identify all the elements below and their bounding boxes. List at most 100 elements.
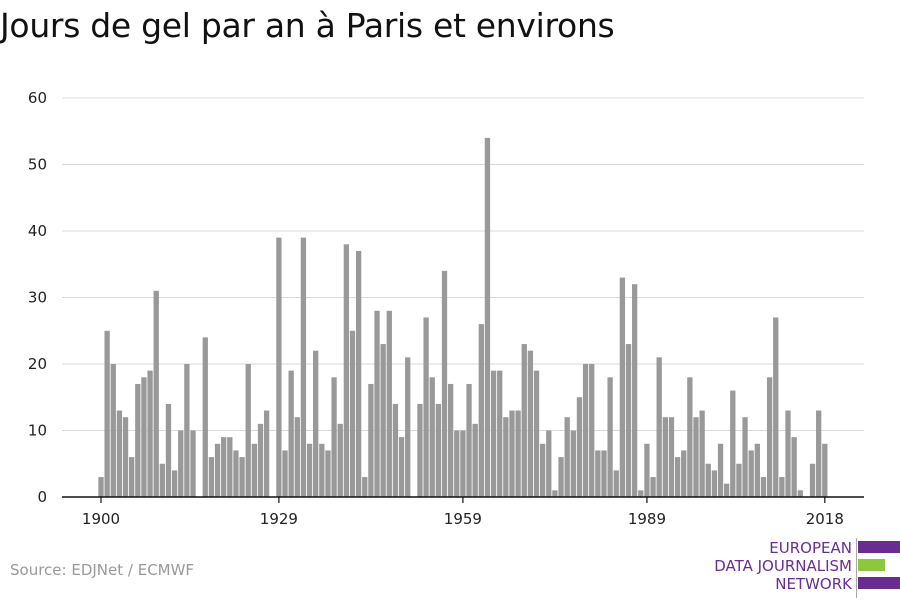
- bar-1942: [355, 250, 362, 497]
- bar-1945: [374, 310, 380, 497]
- logo-bar-purple-bottom: [858, 577, 900, 589]
- x-tick-label-1900: 1900: [82, 510, 120, 528]
- bar-1986: [625, 344, 632, 497]
- bar-1983: [607, 377, 613, 497]
- bar-1992: [662, 417, 668, 497]
- bar-1927: [263, 410, 270, 497]
- bar-2001: [717, 443, 724, 497]
- bar-1989: [644, 443, 650, 497]
- bar-1917: [202, 337, 208, 497]
- bar-1959: [460, 430, 466, 497]
- bar-1953: [423, 317, 429, 497]
- bar-1934: [306, 443, 313, 497]
- bar-1908: [147, 370, 153, 497]
- y-tick-label-60: 60: [28, 89, 47, 107]
- bar-1948: [392, 403, 399, 497]
- x-axis-ticks: 1900 1929 1959 1989 2018: [82, 497, 844, 528]
- bar-1991: [656, 357, 662, 497]
- bar-1957: [447, 383, 454, 497]
- bar-1968: [515, 410, 521, 497]
- bar-1911: [165, 403, 172, 497]
- bar-1988: [638, 490, 644, 497]
- bar-1901: [104, 330, 110, 497]
- bar-1981: [595, 450, 601, 497]
- bar-1940: [343, 244, 350, 497]
- bar-1906: [135, 383, 141, 497]
- bar-1970: [527, 350, 534, 497]
- bar-1999: [705, 463, 711, 497]
- bar-1961: [472, 423, 478, 497]
- bar-2012: [785, 410, 791, 497]
- bar-1996: [687, 377, 693, 497]
- bar-1919: [214, 443, 221, 497]
- bar-1929: [276, 237, 282, 497]
- logo-bar-green: [858, 559, 885, 571]
- bar-1972: [540, 443, 546, 497]
- bar-1922: [233, 450, 239, 497]
- bar-1985: [619, 277, 626, 497]
- bar-1935: [313, 350, 319, 497]
- y-tick-label-50: 50: [28, 156, 47, 174]
- bar-1902: [110, 364, 116, 497]
- logo-text-line-3: NETWORK: [775, 575, 852, 593]
- bar-2005: [742, 417, 748, 497]
- bar-1932: [294, 417, 300, 497]
- bar-1962: [478, 324, 484, 497]
- bar-2008: [760, 477, 767, 497]
- bar-1905: [129, 457, 135, 497]
- bar-1973: [546, 430, 552, 497]
- bar-1974: [552, 490, 558, 497]
- bar-1946: [380, 344, 386, 497]
- bar-1978: [576, 397, 583, 497]
- bar-1952: [417, 403, 423, 497]
- y-tick-label-10: 10: [28, 422, 47, 440]
- bar-1949: [398, 437, 405, 497]
- bar-1993: [668, 417, 675, 497]
- bar-1937: [325, 450, 331, 497]
- logo-bar-purple-top: [858, 541, 900, 553]
- bar-1913: [178, 430, 184, 497]
- bar-1907: [141, 377, 147, 497]
- bar-2006: [748, 450, 754, 497]
- x-tick-label-1989: 1989: [628, 510, 666, 528]
- bar-1998: [699, 410, 705, 497]
- bar-1967: [509, 410, 515, 497]
- bar-1960: [466, 383, 472, 497]
- bar-1976: [564, 417, 570, 497]
- y-tick-label-40: 40: [28, 222, 47, 240]
- bar-2000: [711, 470, 718, 497]
- source-note: Source: EDJNet / ECMWF: [10, 561, 195, 579]
- bar-1947: [386, 310, 392, 497]
- logo-divider: [856, 538, 857, 598]
- bar-1954: [429, 377, 435, 497]
- gridlines: [62, 97, 864, 431]
- y-tick-label-20: 20: [28, 355, 47, 373]
- bar-2018: [822, 443, 828, 497]
- bar-2002: [724, 483, 730, 497]
- bar-2017: [816, 410, 822, 497]
- bar-1987: [632, 284, 638, 497]
- bar-1920: [221, 437, 227, 497]
- bar-1980: [589, 364, 595, 497]
- bar-1971: [533, 370, 540, 497]
- bar-2016: [809, 463, 816, 497]
- bar-1941: [349, 330, 356, 497]
- bar-1943: [362, 477, 368, 497]
- bar-2011: [779, 477, 785, 497]
- bar-1982: [601, 450, 607, 497]
- bar-1923: [239, 457, 245, 497]
- bar-1936: [319, 443, 325, 497]
- bar-1925: [251, 443, 257, 497]
- bar-1955: [435, 403, 442, 497]
- bar-2009: [766, 377, 773, 497]
- bar-2004: [736, 463, 742, 497]
- bar-2003: [730, 390, 736, 497]
- bar-1939: [337, 423, 343, 497]
- bar-1969: [521, 344, 527, 497]
- bar-1984: [613, 470, 619, 497]
- bar-2013: [791, 437, 797, 497]
- bar-1926: [257, 423, 264, 497]
- bar-1950: [405, 357, 411, 497]
- x-tick-label-1929: 1929: [260, 510, 298, 528]
- logo-text-line-1: EUROPEAN: [769, 539, 852, 557]
